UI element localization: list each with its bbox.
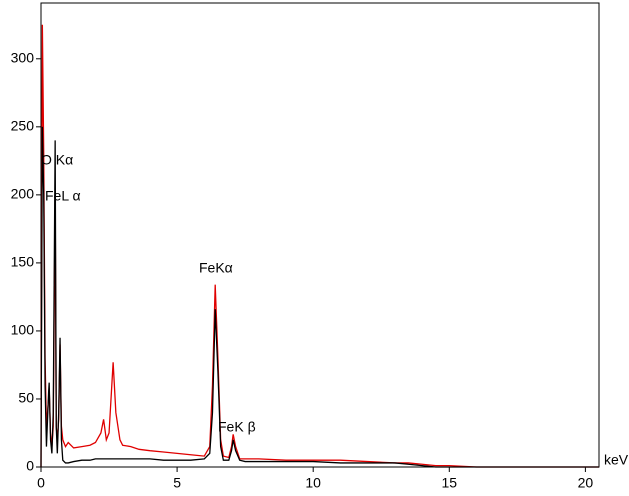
y-tick-label: 0: [26, 458, 34, 474]
peak-annotation: O Kα: [41, 152, 73, 168]
peak-annotation: FeL α: [45, 188, 81, 204]
x-tick-label: 10: [305, 475, 321, 491]
x-tick-label: 0: [37, 475, 45, 491]
spectrum-line: [40, 24, 599, 468]
peak-annotation: FeKα: [199, 260, 233, 276]
spectrum-line: [40, 126, 599, 468]
y-tick-label: 250: [11, 118, 35, 134]
peak-annotation: FeK β: [218, 419, 256, 435]
x-axis-label: keV: [604, 452, 629, 468]
y-tick-label: 300: [11, 49, 35, 65]
x-tick-label: 20: [578, 475, 594, 491]
x-tick-label: 15: [442, 475, 458, 491]
y-tick-label: 100: [11, 322, 35, 338]
plot-frame: [40, 2, 600, 468]
y-tick-label: 200: [11, 186, 35, 202]
y-tick-label: 150: [11, 254, 35, 270]
y-tick-label: 50: [18, 390, 34, 406]
x-tick-label: 5: [173, 475, 181, 491]
